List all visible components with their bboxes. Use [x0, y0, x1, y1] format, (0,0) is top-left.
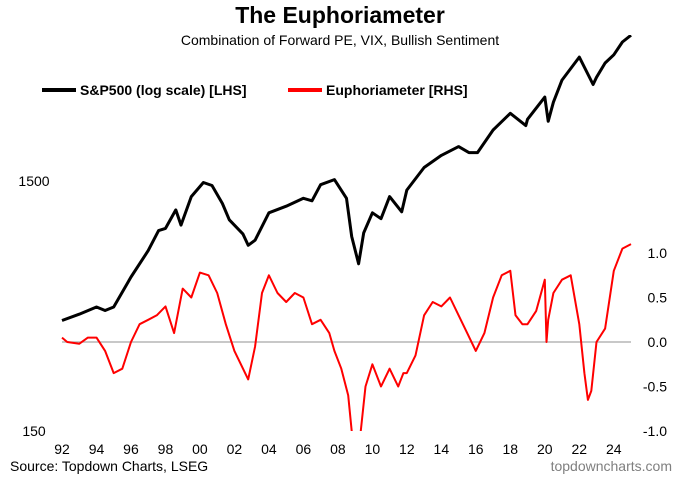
- x-tick-label: 00: [192, 441, 208, 457]
- x-tick-label: 08: [330, 441, 346, 457]
- right-tick-label: -0.5: [643, 379, 667, 395]
- legend-label-euphoriameter: Euphoriameter [RHS]: [326, 82, 468, 98]
- website-credit: topdowncharts.com: [550, 458, 672, 474]
- x-tick-label: 02: [227, 441, 243, 457]
- legend-item-sp500: S&P500 (log scale) [LHS]: [42, 82, 247, 98]
- right-tick-label: -1.0: [643, 423, 667, 439]
- legend-item-euphoriameter: Euphoriameter [RHS]: [288, 82, 468, 98]
- right-tick-label: 0.5: [648, 290, 668, 306]
- x-tick-label: 24: [606, 441, 622, 457]
- sp500-line: [61, 35, 632, 322]
- right-tick-label: 1.0: [648, 245, 668, 261]
- left-tick-label: 1500: [18, 173, 49, 189]
- chart-title: The Euphoriameter: [235, 2, 445, 28]
- source-note: Source: Topdown Charts, LSEG: [10, 458, 209, 474]
- euphoriameter-line: [61, 243, 632, 431]
- x-tick-label: 92: [54, 441, 70, 457]
- left-tick-label: 150: [22, 423, 46, 439]
- chart-subtitle: Combination of Forward PE, VIX, Bullish …: [180, 32, 500, 48]
- legend-swatch-euphoriameter: [288, 88, 322, 92]
- x-tick-label: 16: [468, 441, 484, 457]
- x-tick-label: 10: [365, 441, 381, 457]
- right-tick-label: 0.0: [648, 334, 668, 350]
- x-tick-label: 94: [89, 441, 105, 457]
- x-tick-label: 22: [571, 441, 587, 457]
- x-tick-label: 20: [537, 441, 553, 457]
- legend-swatch-sp500: [42, 88, 76, 92]
- x-tick-label: 98: [158, 441, 174, 457]
- legend-label-sp500: S&P500 (log scale) [LHS]: [80, 82, 247, 98]
- x-tick-label: 04: [261, 441, 277, 457]
- x-tick-label: 96: [123, 441, 139, 457]
- x-tick-label: 14: [434, 441, 450, 457]
- x-tick-label: 06: [296, 441, 312, 457]
- x-tick-label: 18: [503, 441, 519, 457]
- x-tick-label: 12: [399, 441, 415, 457]
